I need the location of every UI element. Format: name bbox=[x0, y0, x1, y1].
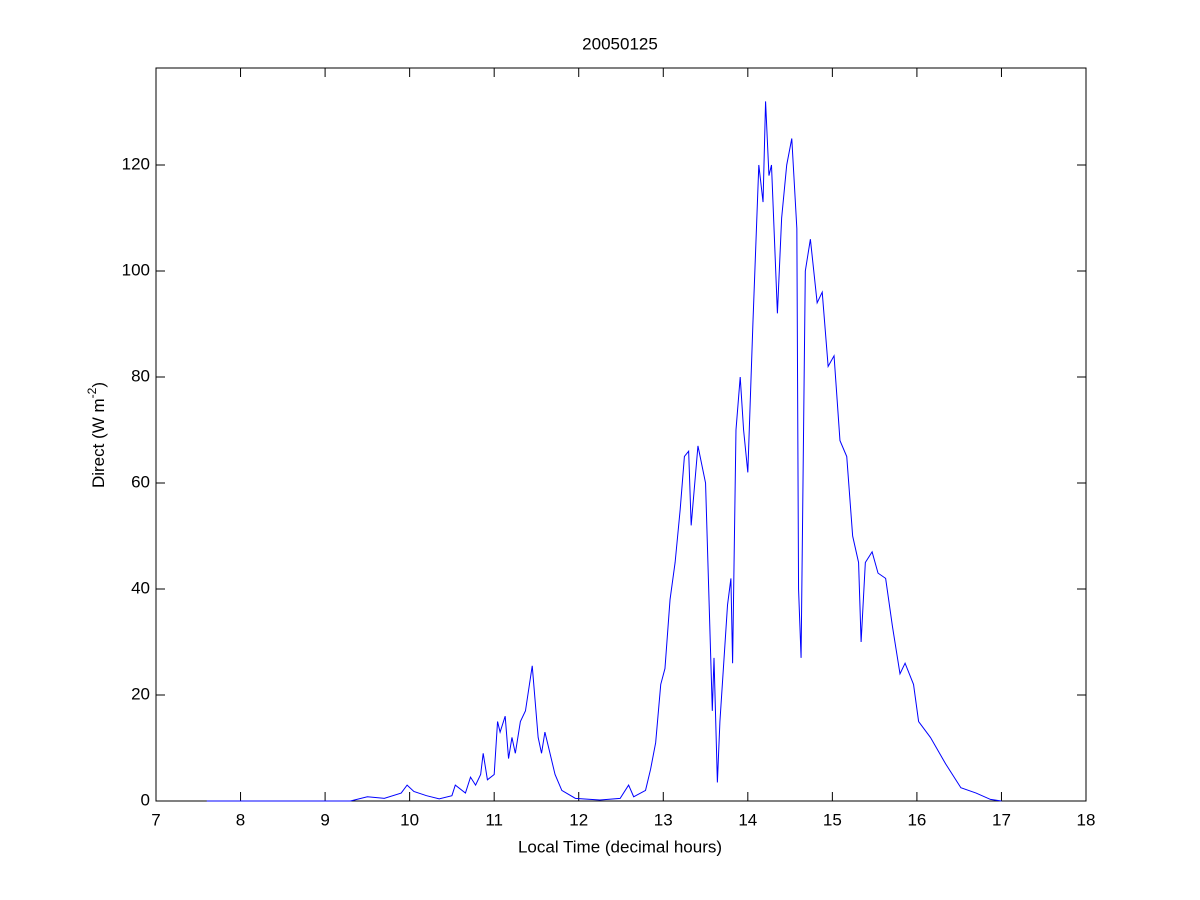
x-tick-label: 9 bbox=[320, 810, 329, 829]
chart-title: 20050125 bbox=[582, 34, 658, 53]
y-tick-label: 40 bbox=[131, 578, 150, 597]
y-tick-label: 20 bbox=[131, 684, 150, 703]
y-axis-label: Direct (W m-2) bbox=[85, 382, 108, 488]
plot-frame bbox=[155, 67, 1087, 802]
x-tick-label: 15 bbox=[823, 810, 842, 829]
y-axis-label-text: Direct (W m bbox=[89, 398, 108, 488]
y-tick-label: 0 bbox=[141, 790, 150, 809]
x-tick-label: 12 bbox=[569, 810, 588, 829]
x-tick-label: 7 bbox=[151, 810, 160, 829]
y-axis-label-sup: -2 bbox=[85, 387, 99, 398]
data-line bbox=[206, 101, 1002, 802]
y-tick-label: 60 bbox=[131, 472, 150, 491]
x-tick-label: 14 bbox=[738, 810, 757, 829]
y-tick-label: 100 bbox=[122, 260, 150, 279]
x-tick-label: 17 bbox=[992, 810, 1011, 829]
x-axis-label: Local Time (decimal hours) bbox=[518, 837, 722, 856]
x-tick-label: 13 bbox=[654, 810, 673, 829]
y-tick-label: 120 bbox=[122, 154, 150, 173]
x-tick-label: 11 bbox=[485, 810, 503, 829]
x-tick-label: 10 bbox=[400, 810, 419, 829]
x-tick-label: 8 bbox=[236, 810, 245, 829]
y-axis-label-text: ) bbox=[89, 382, 108, 388]
y-tick-label: 80 bbox=[131, 366, 150, 385]
x-tick-label: 18 bbox=[1077, 810, 1096, 829]
x-tick-label: 16 bbox=[907, 810, 926, 829]
